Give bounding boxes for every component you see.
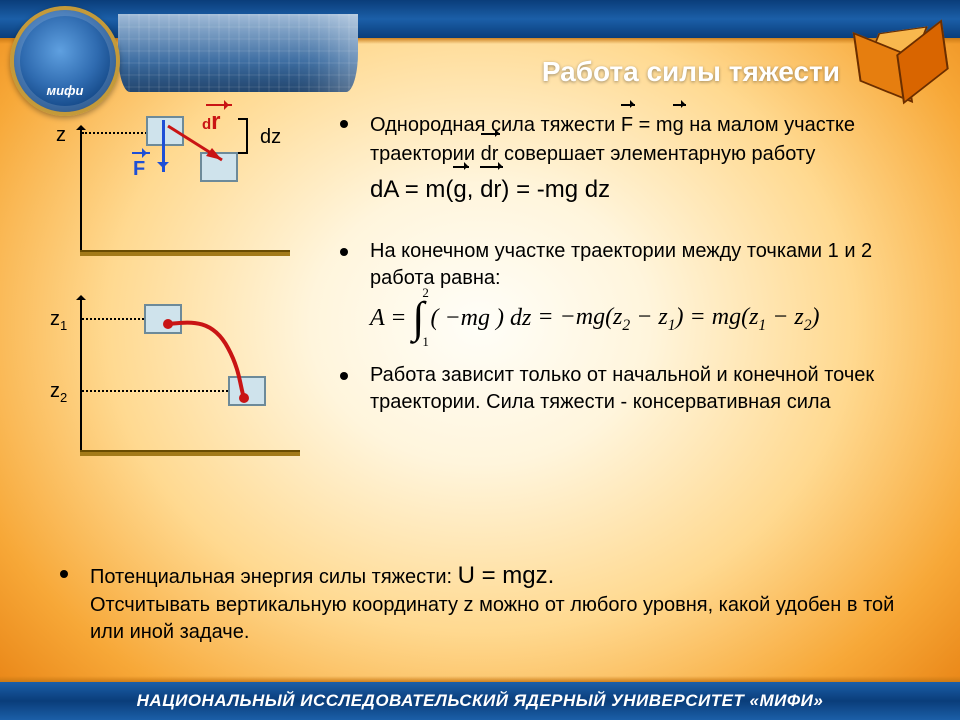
b1-F: F — [621, 110, 633, 139]
int-s2b: 2 — [804, 316, 812, 333]
building-image — [118, 14, 358, 92]
int-c2: ) — [812, 304, 820, 330]
bullet-dot — [340, 248, 348, 256]
label-z1: z — [50, 308, 60, 330]
bullet-4: Потенциальная энергия силы тяжести: U = … — [60, 560, 920, 646]
label-z2-sub: 2 — [60, 390, 67, 405]
b2-text: На конечном участке траектории между точ… — [370, 240, 872, 289]
b1f-post: ) = -mg dz — [501, 176, 610, 203]
int-s1a: 1 — [668, 316, 676, 333]
label-dz: dz — [260, 126, 281, 149]
b1-dr: dr — [481, 139, 499, 168]
bullet-list: Однородная сила тяжести F = mg на малом … — [340, 110, 920, 438]
label-z: z — [56, 124, 66, 147]
b4-post: Отсчитывать вертикальную координату z мо… — [90, 592, 920, 646]
int-eq2: = mg(z — [684, 304, 759, 330]
b3-text: Работа зависит только от начальной и кон… — [370, 362, 920, 416]
int-integrand: ( −mg ) dz — [430, 302, 531, 334]
b1-post: совершает элементарную работу — [498, 143, 815, 165]
bullet-1: Однородная сила тяжести F = mg на малом … — [340, 110, 920, 206]
slide-content: F dr dz z z1 z2 — [40, 110, 920, 660]
b1-formula: dA = m(g, dr) = -mg dz — [370, 172, 920, 206]
cube-logo — [855, 15, 945, 105]
diagram-elementary-work: F dr dz z — [50, 110, 300, 270]
dr-label-d: d — [202, 116, 211, 133]
slide-title: Работа силы тяжести — [542, 56, 840, 88]
dr-label-r: r — [211, 108, 220, 135]
bullet-dot — [340, 120, 348, 128]
b1f-dr: dr — [480, 172, 501, 206]
trajectory-curve — [150, 314, 280, 414]
int-eq1: = −mg(z — [537, 304, 622, 330]
b4-pre: Потенциальная энергия силы тяжести: — [90, 566, 458, 588]
university-emblem: мифи — [10, 6, 120, 116]
int-mid2: − z — [766, 304, 804, 330]
b1f-pre: dA = m( — [370, 176, 453, 203]
int-lower: 1 — [422, 337, 429, 347]
bottom-bar: НАЦИОНАЛЬНЫЙ ИССЛЕДОВАТЕЛЬСКИЙ ЯДЕРНЫЙ У… — [0, 682, 960, 720]
integral-formula: A = ∫ 2 1 ( −mg ) dz = −mg(z2 − z1) = mg… — [370, 300, 920, 335]
b1-g: g — [673, 110, 684, 139]
footer-text: НАЦИОНАЛЬНЫЙ ИССЛЕДОВАТЕЛЬСКИЙ ЯДЕРНЫЙ У… — [137, 691, 824, 711]
b1f-g: g — [453, 172, 466, 206]
label-z1-sub: 1 — [60, 318, 67, 333]
bullet-3: Работа зависит только от начальной и кон… — [340, 362, 920, 416]
bullet-2: На конечном участке траектории между точ… — [340, 238, 920, 339]
emblem-text: мифи — [46, 83, 83, 98]
label-z2: z — [50, 380, 60, 402]
diagram-finite-path: z1 z2 — [50, 300, 300, 470]
b1-mid1: = m — [633, 114, 672, 136]
b4-formula: U = mgz. — [458, 562, 555, 589]
int-c1: ) — [676, 304, 684, 330]
b1f-mid: , — [467, 176, 480, 203]
int-A: A = — [370, 302, 406, 334]
integral-sign: ∫ 2 1 — [412, 300, 424, 335]
bullet-dot — [60, 570, 68, 578]
vector-label-F: F — [133, 158, 145, 181]
int-upper: 2 — [422, 288, 429, 298]
int-mid1: − z — [630, 304, 668, 330]
bullet-dot — [340, 372, 348, 380]
